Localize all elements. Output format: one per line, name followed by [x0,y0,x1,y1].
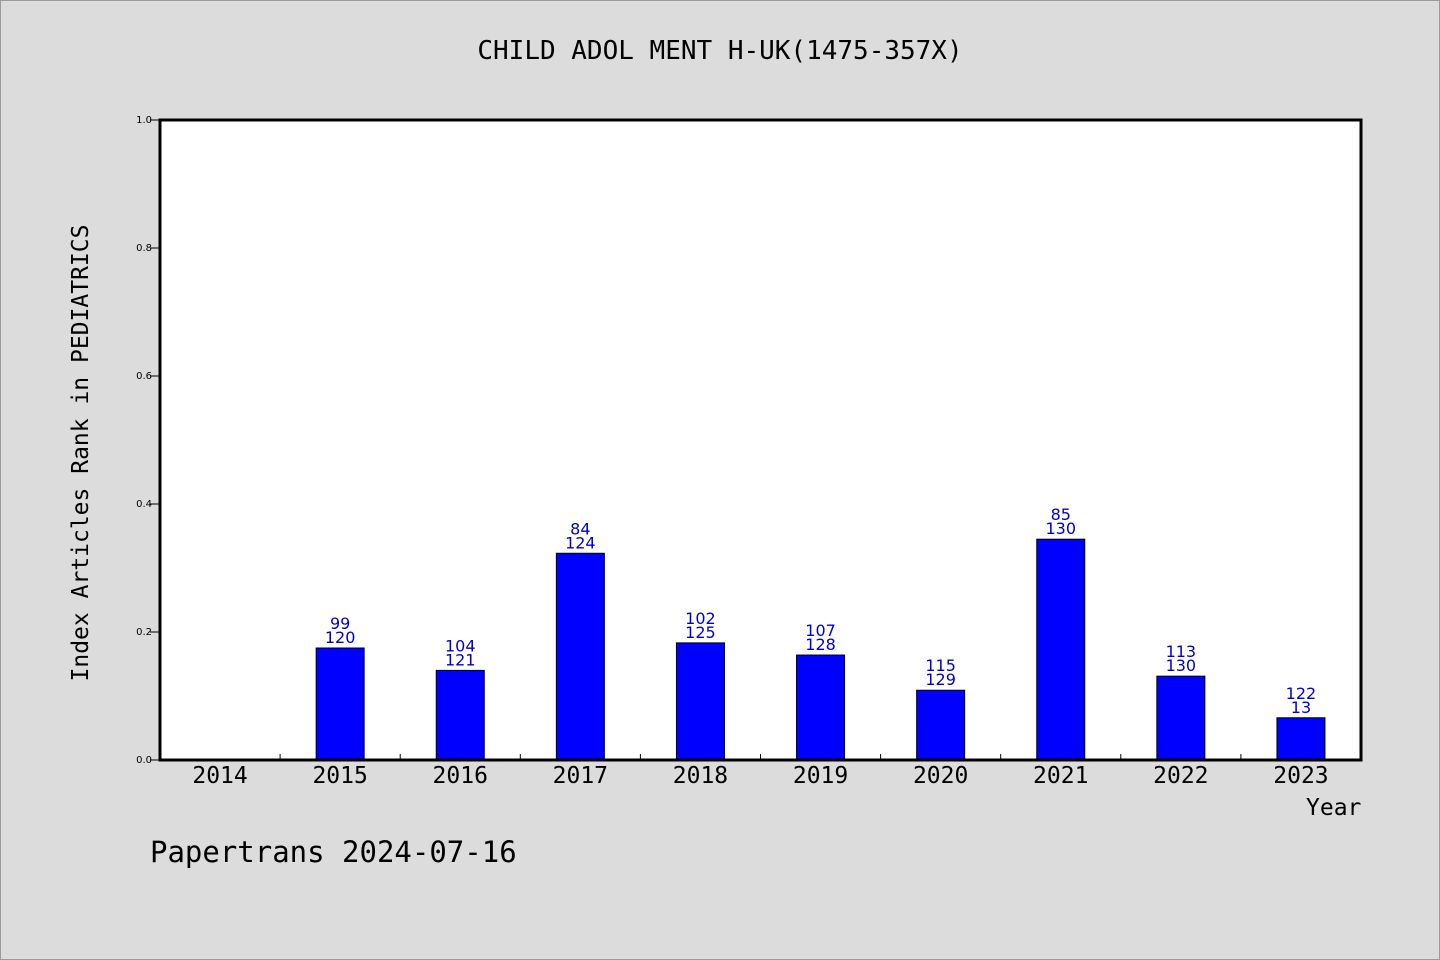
data-label-top: 85 [1051,505,1071,524]
bar-2019 [796,654,846,761]
footer-credit: Papertrans 2024-07-16 [150,835,517,869]
x-tick-label: 2019 [793,763,848,789]
bar-2022 [1156,675,1206,761]
x-tick-label: 2014 [192,763,247,789]
data-label-bottom: 120 [325,628,356,647]
data-label-bottom: 129 [925,670,956,689]
data-label-top: 104 [445,636,476,655]
bar-2017 [555,552,605,761]
y-tick-label: 0.6 [136,371,152,382]
y-tick-label: 0.2 [136,627,152,638]
bar-2016 [435,669,485,761]
data-label-top: 99 [330,614,350,633]
data-label-top: 113 [1166,642,1197,661]
y-tick-label: 0.8 [136,243,152,254]
data-label-bottom: 124 [565,533,596,552]
x-tick-label: 2018 [673,763,728,789]
data-label-bottom: 121 [445,650,476,669]
y-tick-label: 1.0 [136,115,152,126]
chart-title: CHILD ADOL MENT H-UK(1475-357X) [477,36,963,66]
x-tick-label: 2023 [1273,763,1328,789]
y-tick-label: 0.0 [136,755,152,766]
data-label-top: 122 [1286,684,1317,703]
x-tick-label: 2021 [1033,763,1088,789]
data-label-top: 84 [570,519,590,538]
bar-2021 [1036,538,1086,761]
x-tick-label: 2015 [312,763,367,789]
x-tick-label: 2017 [553,763,608,789]
plot-border [158,118,1363,762]
x-tick-label: 2020 [913,763,968,789]
y-tick-label: 0.4 [136,499,152,510]
data-label-bottom: 125 [685,623,716,642]
x-axis-label: Year [1306,795,1362,821]
bar-2020 [916,689,966,761]
bar-2015 [315,647,365,761]
bar-2023 [1276,717,1326,761]
data-label-bottom: 13 [1291,698,1311,717]
x-tick-label: 2016 [433,763,488,789]
data-label-top: 102 [685,609,716,628]
x-tick-label: 2022 [1153,763,1208,789]
data-label-top: 107 [805,621,836,640]
data-label-top: 115 [925,656,956,675]
data-label-bottom: 128 [805,635,836,654]
data-label-bottom: 130 [1166,656,1197,675]
bar-2018 [675,642,725,761]
data-label-bottom: 130 [1045,519,1076,538]
